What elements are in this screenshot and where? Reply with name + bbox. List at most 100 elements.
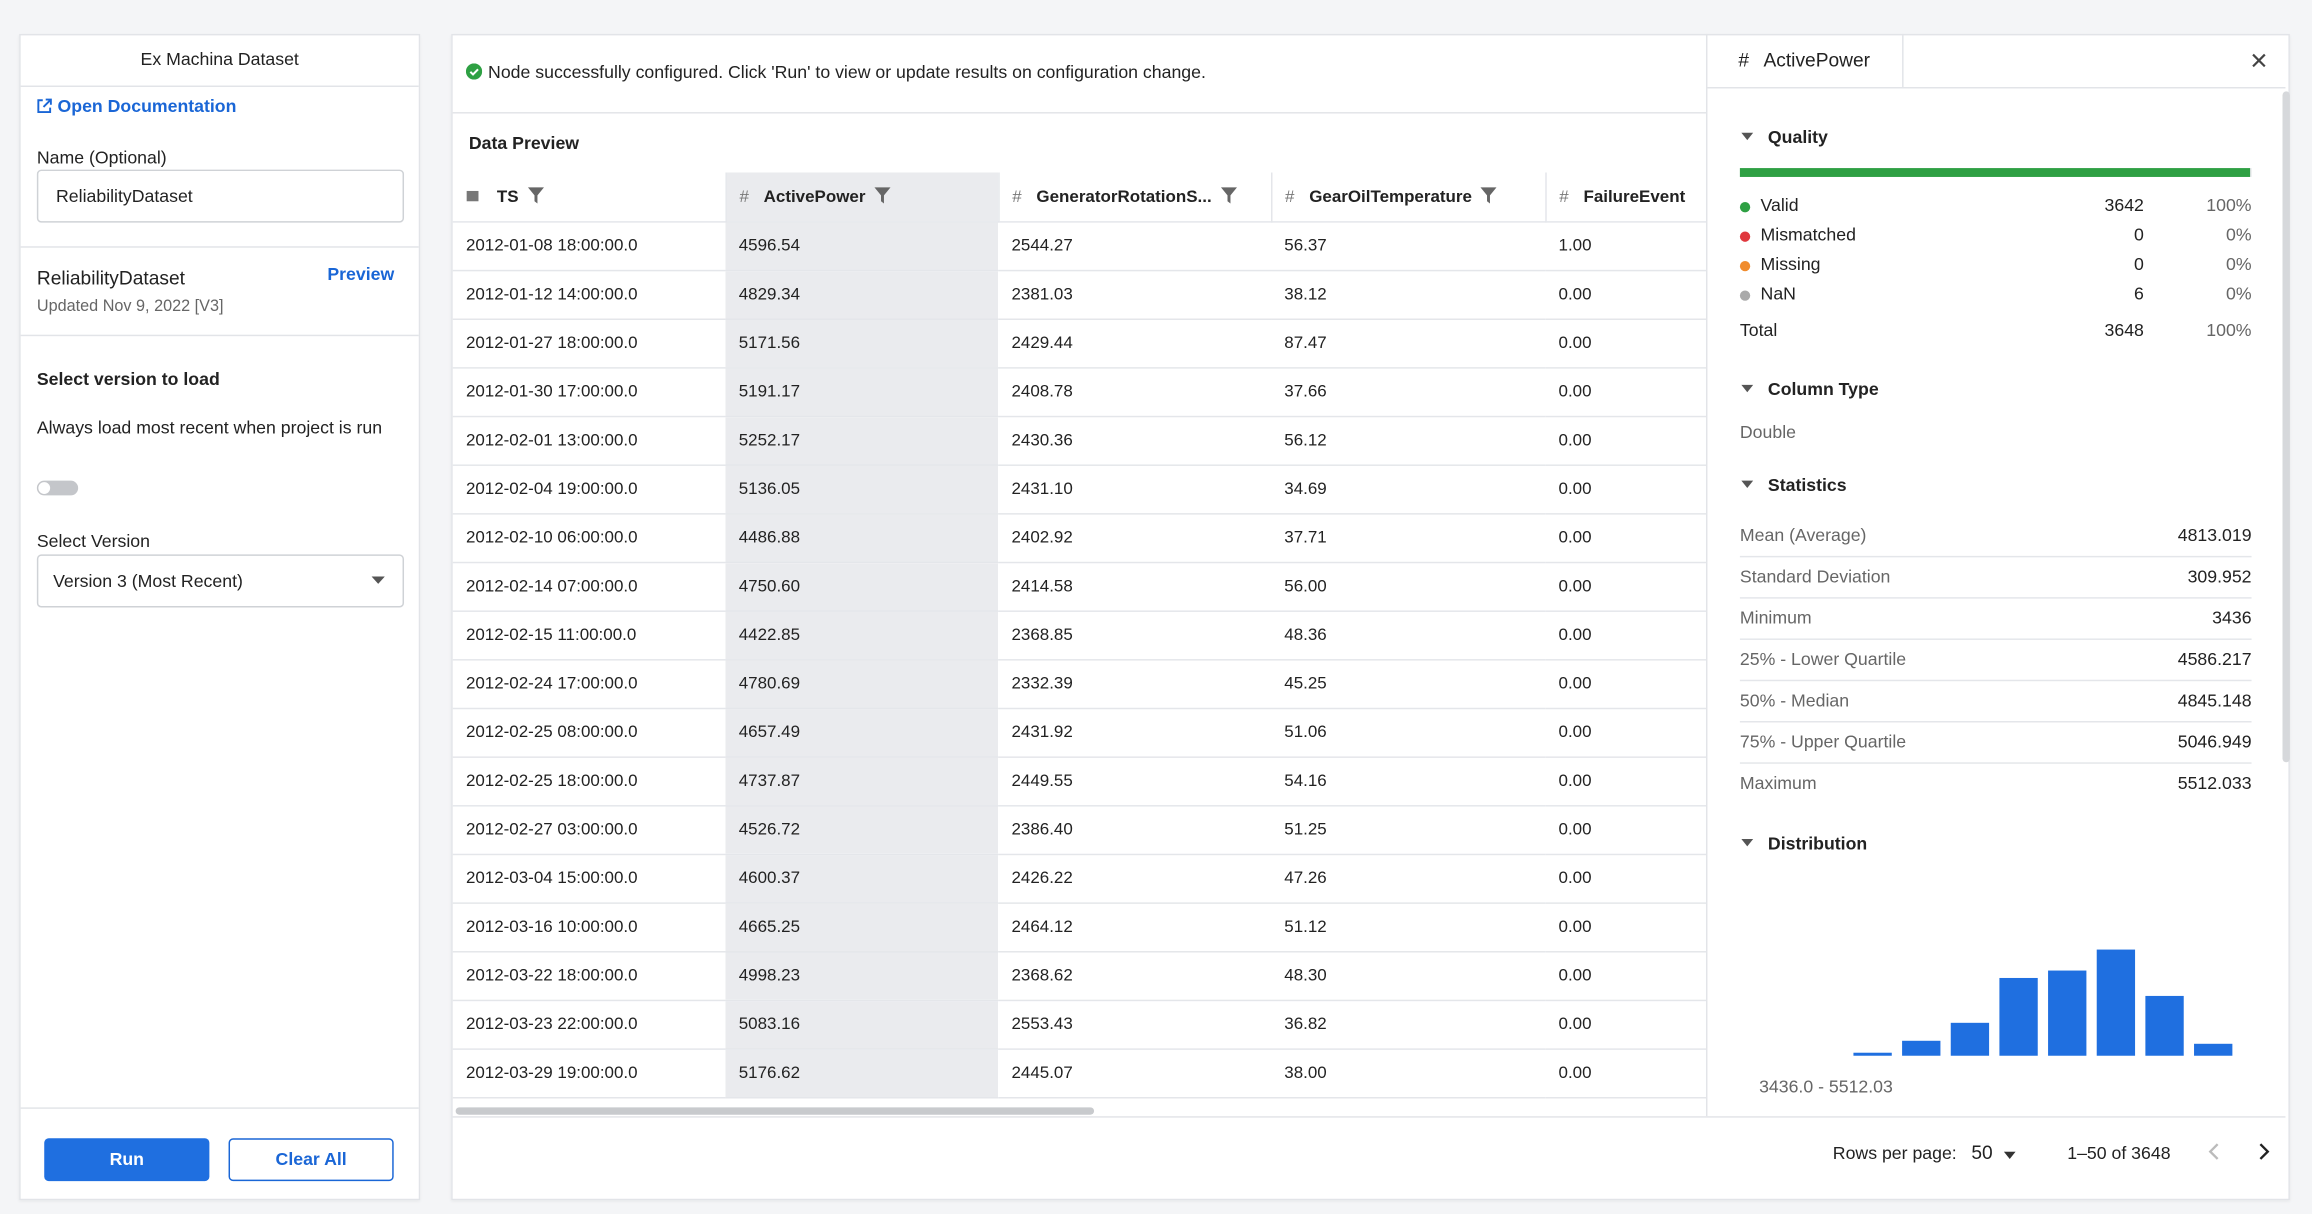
histogram-bar <box>1902 1040 1941 1056</box>
histogram-bar <box>2194 1043 2233 1056</box>
column-tab[interactable]: # ActivePower <box>1707 33 1904 87</box>
table-cell: 2431.92 <box>998 708 1272 758</box>
stat-value: 5046.949 <box>2177 731 2252 752</box>
column-type-symbol: # <box>1285 188 1295 207</box>
tab-title: ActivePower <box>1763 48 1871 71</box>
table-row: 2012-03-22 18:00:00.0 4998.23 2368.62 48.30… <box>452 951 1706 1002</box>
select-value: Version 3 (Most Recent) <box>53 570 243 592</box>
column-header[interactable]: # FailureEvent <box>1545 172 1706 223</box>
table-cell: 5136.05 <box>725 465 999 515</box>
table-cell: 2012-01-08 18:00:00.0 <box>452 221 726 272</box>
column-header[interactable]: TS <box>452 172 727 223</box>
quality-percent: 0% <box>2225 283 2252 304</box>
quality-percent: 0% <box>2225 253 2252 275</box>
quality-count: 0 <box>2134 253 2144 275</box>
table-cell: 5252.17 <box>725 416 999 466</box>
table-cell: 2012-02-10 06:00:00.0 <box>452 513 726 564</box>
rows-per-page-label: Rows per page: <box>1832 1142 1957 1164</box>
table-cell: 54.16 <box>1271 757 1546 807</box>
table-cell: 87.47 <box>1271 319 1546 369</box>
column-type-symbol: # <box>1012 188 1022 207</box>
filter-icon[interactable] <box>1480 187 1497 204</box>
column-name: TS <box>496 188 519 207</box>
table-cell: 2012-02-25 08:00:00.0 <box>452 708 726 758</box>
preview-link[interactable]: Preview <box>327 263 395 285</box>
quality-label: Missing <box>1760 253 1821 275</box>
stat-value: 4845.148 <box>2177 690 2252 711</box>
table-cell: 0.00 <box>1545 903 1706 953</box>
prev-page[interactable] <box>2207 1143 2222 1161</box>
table-cell: 2012-03-29 19:00:00.0 <box>452 1049 726 1099</box>
quality-count: 3642 <box>2104 194 2144 216</box>
name-input[interactable]: ReliabilityDataset <box>36 169 405 223</box>
table-cell: 56.37 <box>1271 221 1546 272</box>
table-cell: 0.00 <box>1545 367 1706 418</box>
column-name: GearOilTemperature <box>1309 188 1472 207</box>
version-select[interactable]: Version 3 (Most Recent) <box>36 554 405 608</box>
table-row: 2012-02-25 08:00:00.0 4657.49 2431.92 51.06… <box>452 708 1706 758</box>
table-cell: 0.00 <box>1545 805 1706 856</box>
quality-label: Mismatched <box>1760 224 1856 245</box>
table-row: 2012-03-16 10:00:00.0 4665.25 2464.12 51.12… <box>452 903 1706 953</box>
table-cell: 34.69 <box>1271 465 1546 515</box>
scrollbar[interactable] <box>455 1107 1095 1115</box>
table-cell: 48.30 <box>1271 951 1546 1002</box>
table-cell: 0.00 <box>1545 319 1706 369</box>
filter-icon[interactable] <box>874 187 891 204</box>
stat-divider <box>1739 638 2252 640</box>
quality-dot <box>1739 260 1751 272</box>
rows-per-page-value: 50 <box>1971 1141 1993 1164</box>
table-cell: 2445.07 <box>998 1049 1272 1099</box>
table-cell: 4486.88 <box>725 513 999 564</box>
column-header[interactable]: # ActivePower <box>725 172 999 223</box>
table-cell: 4998.23 <box>725 951 999 1002</box>
quality-label: NaN <box>1760 283 1796 304</box>
table-row: 2012-02-14 07:00:00.0 4750.60 2414.58 56.00… <box>452 562 1706 612</box>
table-cell: 2012-01-27 18:00:00.0 <box>452 319 726 369</box>
updated-info: Updated Nov 9, 2022 [V3] <box>36 297 224 316</box>
stat-value: 3436 <box>2212 607 2252 629</box>
table-cell: 2012-02-14 07:00:00.0 <box>452 562 726 612</box>
column-header[interactable]: # GearOilTemperature <box>1271 172 1547 223</box>
histogram-bar <box>2145 995 2184 1056</box>
table-cell: 4780.69 <box>725 659 999 710</box>
clear-button[interactable]: Clear All <box>228 1138 394 1182</box>
table-cell: 51.06 <box>1271 708 1546 758</box>
documentation-link[interactable]: Open Documentation <box>57 95 237 117</box>
preview-title: Data Preview <box>468 132 580 154</box>
table-cell: 48.36 <box>1271 611 1546 661</box>
column-type-value: Double <box>1739 421 1796 443</box>
toggle[interactable] <box>36 480 79 496</box>
table-cell: 0.00 <box>1545 465 1706 515</box>
table-cell: 4665.25 <box>725 903 999 953</box>
column-header[interactable]: # GeneratorRotationS... <box>998 172 1272 223</box>
filter-icon[interactable] <box>527 187 544 204</box>
quality-count: 0 <box>2134 224 2144 245</box>
table-cell: 2386.40 <box>998 805 1272 856</box>
stat-label: Maximum <box>1739 772 1817 794</box>
table-cell: 2414.58 <box>998 562 1272 612</box>
quality-total-count: 3648 <box>2104 319 2144 341</box>
section-title: Quality <box>1767 126 1828 148</box>
table-cell: 0.00 <box>1545 562 1706 612</box>
rows-per-page-select[interactable]: 50 <box>1971 1141 2017 1164</box>
table-cell: 2381.03 <box>998 270 1272 320</box>
table-cell: 2553.43 <box>998 1000 1272 1050</box>
stat-label: 75% - Upper Quartile <box>1739 731 1907 752</box>
panel-title: Ex Machina Dataset <box>140 48 299 70</box>
table-cell: 5176.62 <box>725 1049 999 1099</box>
table-cell: 2402.92 <box>998 513 1272 564</box>
column-type-symbol: # <box>1559 187 1569 206</box>
toggle-label: Always load most recent when project is … <box>36 417 383 438</box>
next-page[interactable] <box>2256 1143 2271 1161</box>
table-cell: 4657.49 <box>725 708 999 758</box>
table-row: 2012-02-15 11:00:00.0 4422.85 2368.85 48.36… <box>452 611 1706 661</box>
filter-icon[interactable] <box>1220 187 1237 204</box>
panel-scrollbar[interactable] <box>2282 91 2290 763</box>
table-cell: 2426.22 <box>998 854 1272 904</box>
table-cell: 36.82 <box>1271 1000 1546 1050</box>
close-button[interactable] <box>2252 53 2267 68</box>
run-button[interactable]: Run <box>44 1138 210 1182</box>
